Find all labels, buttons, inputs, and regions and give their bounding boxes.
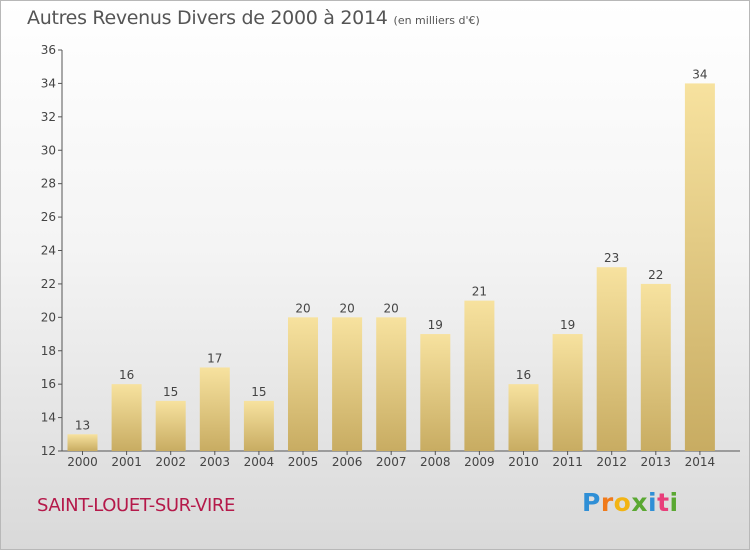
y-tick-label: 26 <box>41 210 56 224</box>
data-label: 34 <box>692 67 707 81</box>
data-label: 20 <box>339 301 354 315</box>
x-tick-label: 2007 <box>376 455 407 469</box>
bar <box>640 283 671 451</box>
data-label: 15 <box>251 385 266 399</box>
y-tick-label: 22 <box>41 277 56 291</box>
bar <box>464 300 495 451</box>
y-tick-label: 32 <box>41 110 56 124</box>
y-tick-label: 28 <box>41 177 56 191</box>
x-tick-label: 2006 <box>332 455 363 469</box>
bar <box>376 317 407 451</box>
x-tick-label: 2003 <box>200 455 231 469</box>
data-label: 16 <box>119 368 134 382</box>
chart-unit-label: (en milliers d'€) <box>393 14 480 27</box>
logo-letter: i <box>669 488 679 517</box>
y-tick-label: 14 <box>41 411 56 425</box>
data-label: 19 <box>560 318 575 332</box>
bar <box>420 334 451 451</box>
logo-letter: P <box>582 488 601 517</box>
y-tick-label: 36 <box>41 43 56 57</box>
commune-name: SAINT-LOUET-SUR-VIRE <box>37 495 235 516</box>
x-tick-label: 2013 <box>641 455 672 469</box>
data-label: 15 <box>163 385 178 399</box>
bars: 13 16 15 17 15 20 20 20 19 21 16 19 23 22 34 <box>67 67 715 452</box>
x-tick-label: 2008 <box>420 455 451 469</box>
y-tick-label: 18 <box>41 344 56 358</box>
bar <box>199 367 230 451</box>
y-tick-label: 30 <box>41 143 56 157</box>
bar <box>155 400 186 451</box>
x-tick-label: 2000 <box>67 455 98 469</box>
data-label: 22 <box>648 268 663 282</box>
bar <box>288 317 318 451</box>
x-tick-label: 2004 <box>244 455 275 469</box>
data-label: 20 <box>295 301 310 315</box>
data-label: 16 <box>516 368 531 382</box>
y-tick-label: 24 <box>41 244 56 258</box>
x-tick-label: 2002 <box>155 455 186 469</box>
logo-letter: r <box>600 488 614 517</box>
data-label: 13 <box>75 418 90 432</box>
y-tick-label: 34 <box>41 76 56 90</box>
logo-letter: o <box>613 488 632 517</box>
x-tick-label: 2014 <box>685 455 716 469</box>
y-axis: 12 14 16 18 20 22 24 26 28 30 32 34 36 <box>41 43 63 458</box>
x-tick-label: 2012 <box>596 455 627 469</box>
x-axis: 2000 2001 2002 2003 2004 2005 2006 2007 2008 2009… <box>62 450 740 469</box>
x-tick-label: 2005 <box>288 455 319 469</box>
y-tick-label: 16 <box>41 377 56 391</box>
bar <box>596 267 627 451</box>
data-label: 23 <box>604 251 619 265</box>
bar <box>243 400 274 451</box>
bar <box>552 334 583 451</box>
data-label: 20 <box>384 301 399 315</box>
x-tick-label: 2011 <box>552 455 583 469</box>
y-tick-label: 12 <box>41 444 56 458</box>
chart-title-text: Autres Revenus Divers de 2000 à 2014 <box>27 7 388 29</box>
data-label: 17 <box>207 351 222 365</box>
data-label: 19 <box>428 318 443 332</box>
proxiti-logo: Proxiti <box>582 488 679 517</box>
logo-letter: x <box>631 488 648 517</box>
bar <box>508 384 539 451</box>
chart-title: Autres Revenus Divers de 2000 à 2014 (en … <box>27 7 480 29</box>
y-tick-label: 20 <box>41 310 56 324</box>
x-tick-label: 2001 <box>111 455 142 469</box>
x-tick-label: 2009 <box>464 455 495 469</box>
x-tick-label: 2010 <box>508 455 539 469</box>
bar <box>67 434 98 451</box>
data-label: 21 <box>472 285 487 299</box>
bar <box>111 384 142 451</box>
bar <box>332 317 363 451</box>
logo-letter: i <box>648 488 658 517</box>
logo-letter: t <box>657 488 670 517</box>
bar <box>684 83 715 452</box>
